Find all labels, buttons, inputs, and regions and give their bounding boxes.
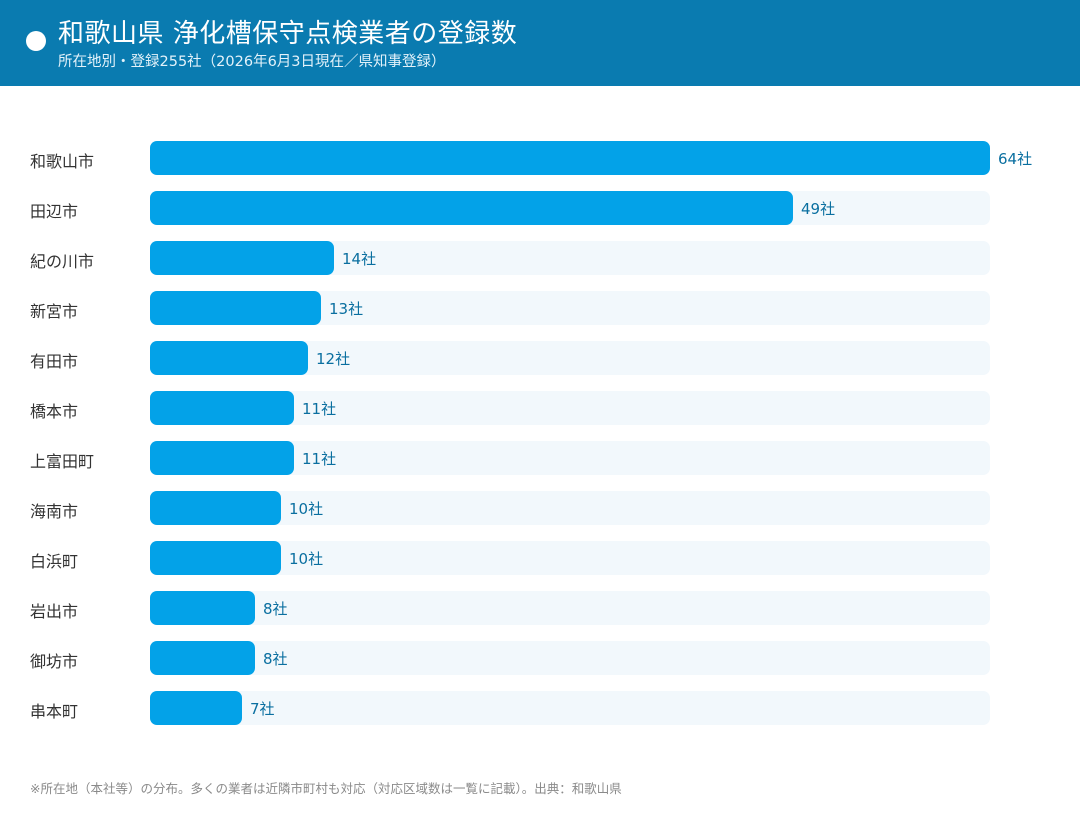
- bar-track: [150, 641, 990, 675]
- chart-row: 有田市 12社: [0, 340, 1080, 376]
- footnote: ※所在地（本社等）の分布。多くの業者は近隣市町村も対応（対応区域数は一覧に記載）…: [30, 781, 622, 796]
- category-label: 田辺市: [30, 202, 79, 221]
- chart-row: 田辺市 49社: [0, 190, 1080, 226]
- bar: [150, 141, 990, 175]
- chart-subtitle: 所在地別・登録255社（2026年6月3日現在／県知事登録）: [58, 54, 446, 70]
- bar: [150, 641, 255, 675]
- bar: [150, 391, 294, 425]
- value-label: 12社: [316, 350, 351, 368]
- bar: [150, 441, 294, 475]
- chart-row: 橋本市 11社: [0, 390, 1080, 426]
- bar: [150, 491, 281, 525]
- chart-row: 和歌山市 64社: [0, 140, 1080, 176]
- category-label: 上富田町: [30, 452, 95, 471]
- bar: [150, 691, 242, 725]
- value-label: 10社: [289, 550, 324, 568]
- bar: [150, 591, 255, 625]
- category-label: 有田市: [30, 352, 79, 371]
- category-label: 海南市: [30, 502, 79, 521]
- chart-row: 紀の川市 14社: [0, 240, 1080, 276]
- category-label: 御坊市: [30, 652, 79, 671]
- category-label: 橋本市: [30, 402, 79, 421]
- bar-track: [150, 491, 990, 525]
- value-label: 11社: [302, 400, 337, 418]
- chart-row: 串本町 7社: [0, 690, 1080, 726]
- chart-row: 岩出市 8社: [0, 590, 1080, 626]
- chart-title: 和歌山県 浄化槽保守点検業者の登録数: [58, 19, 518, 49]
- category-label: 新宮市: [30, 302, 79, 321]
- value-label: 11社: [302, 450, 337, 468]
- category-label: 岩出市: [30, 602, 79, 621]
- value-label: 64社: [998, 150, 1033, 168]
- bar: [150, 341, 308, 375]
- bar-chart: 和歌山市 64社 田辺市 49社 紀の川市 14社 新宮市 13社 有田市 12社 橋本市 11社 上富…: [0, 140, 1080, 750]
- bar: [150, 191, 793, 225]
- chart-row: 新宮市 13社: [0, 290, 1080, 326]
- chart-header: 和歌山県 浄化槽保守点検業者の登録数 所在地別・登録255社（2026年6月3日…: [0, 0, 1080, 86]
- bar-track: [150, 691, 990, 725]
- bar: [150, 541, 281, 575]
- value-label: 10社: [289, 500, 324, 518]
- chart-row: 御坊市 8社: [0, 640, 1080, 676]
- category-label: 和歌山市: [30, 152, 95, 171]
- value-label: 13社: [329, 300, 364, 318]
- chart-row: 上富田町 11社: [0, 440, 1080, 476]
- bar: [150, 241, 334, 275]
- bullet-icon: [26, 31, 46, 51]
- chart-row: 白浜町 10社: [0, 540, 1080, 576]
- value-label: 49社: [801, 200, 836, 218]
- value-label: 8社: [263, 650, 288, 668]
- category-label: 紀の川市: [30, 252, 95, 271]
- bar: [150, 291, 321, 325]
- category-label: 串本町: [30, 702, 79, 721]
- value-label: 7社: [250, 700, 275, 718]
- bar-track: [150, 541, 990, 575]
- chart-row: 海南市 10社: [0, 490, 1080, 526]
- bar-track: [150, 591, 990, 625]
- value-label: 8社: [263, 600, 288, 618]
- value-label: 14社: [342, 250, 377, 268]
- category-label: 白浜町: [30, 552, 79, 571]
